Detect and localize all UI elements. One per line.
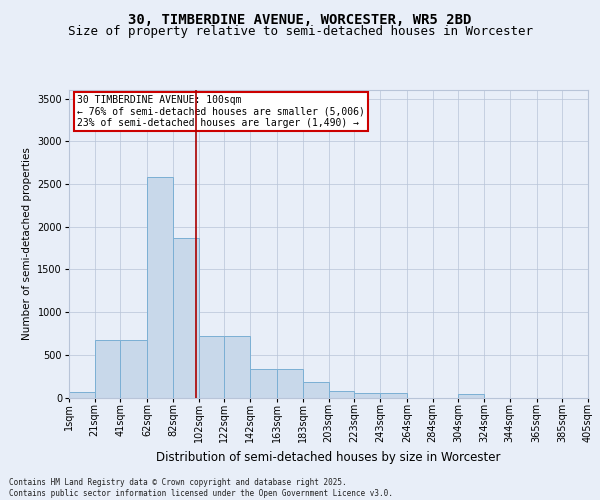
Bar xyxy=(303,382,329,398)
Bar xyxy=(148,177,173,398)
Bar xyxy=(224,336,250,398)
Bar xyxy=(173,238,199,398)
Y-axis label: Number of semi-detached properties: Number of semi-detached properties xyxy=(22,148,32,340)
Bar xyxy=(95,340,121,398)
Bar xyxy=(380,393,407,398)
Bar xyxy=(69,392,95,398)
Text: Contains HM Land Registry data © Crown copyright and database right 2025.
Contai: Contains HM Land Registry data © Crown c… xyxy=(9,478,393,498)
Bar xyxy=(250,370,277,398)
X-axis label: Distribution of semi-detached houses by size in Worcester: Distribution of semi-detached houses by … xyxy=(156,451,501,464)
Bar xyxy=(458,394,484,398)
Bar xyxy=(329,390,354,398)
Text: 30, TIMBERDINE AVENUE, WORCESTER, WR5 2BD: 30, TIMBERDINE AVENUE, WORCESTER, WR5 2B… xyxy=(128,12,472,26)
Text: Size of property relative to semi-detached houses in Worcester: Size of property relative to semi-detach… xyxy=(67,25,533,38)
Bar xyxy=(199,336,224,398)
Text: 30 TIMBERDINE AVENUE: 100sqm
← 76% of semi-detached houses are smaller (5,006)
2: 30 TIMBERDINE AVENUE: 100sqm ← 76% of se… xyxy=(77,94,365,128)
Bar xyxy=(121,340,148,398)
Bar xyxy=(354,393,380,398)
Bar xyxy=(277,370,303,398)
